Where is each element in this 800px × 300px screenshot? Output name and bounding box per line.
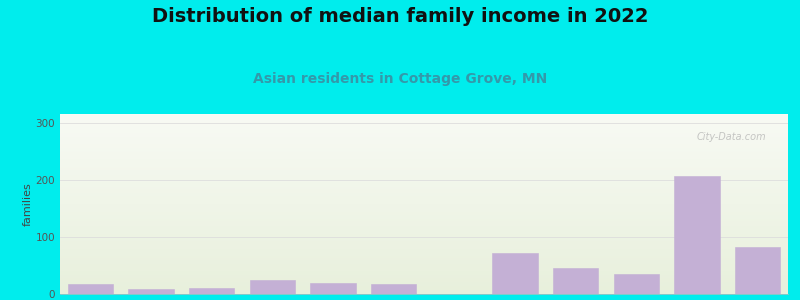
Bar xyxy=(128,290,174,294)
Bar xyxy=(371,284,417,294)
Bar xyxy=(67,284,113,294)
Text: City-Data.com: City-Data.com xyxy=(697,132,766,142)
Bar xyxy=(553,268,598,294)
Bar xyxy=(189,288,234,294)
Y-axis label: families: families xyxy=(22,182,33,226)
Text: Asian residents in Cottage Grove, MN: Asian residents in Cottage Grove, MN xyxy=(253,72,547,86)
Text: Distribution of median family income in 2022: Distribution of median family income in … xyxy=(152,8,648,26)
Bar xyxy=(735,247,781,294)
Bar xyxy=(250,280,295,294)
Bar xyxy=(674,176,720,294)
Bar xyxy=(492,253,538,294)
Bar xyxy=(614,274,659,294)
Bar xyxy=(310,283,356,294)
